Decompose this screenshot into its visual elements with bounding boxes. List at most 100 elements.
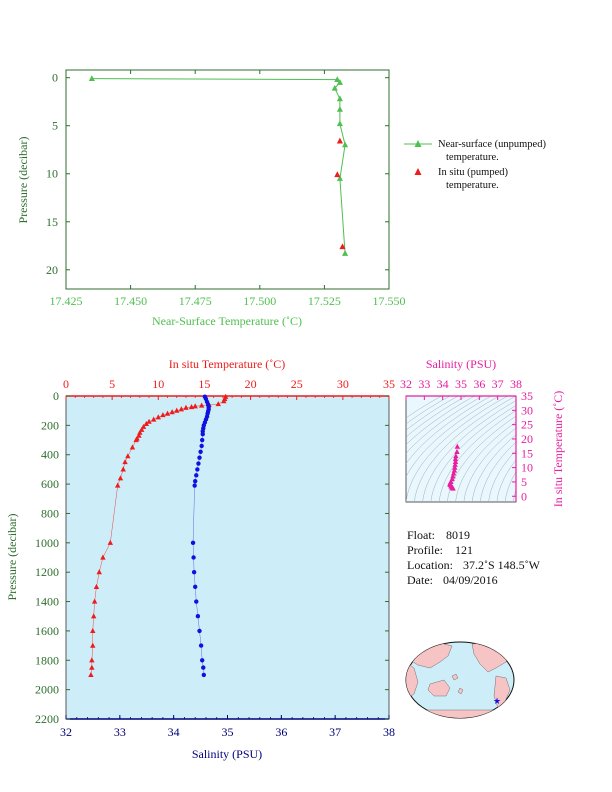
near-surface-unpumped-point bbox=[342, 141, 349, 148]
salinity-point bbox=[193, 478, 198, 484]
ts-salinity-tick-label: 33 bbox=[418, 377, 430, 391]
near-surface-x-tick-label: 17.500 bbox=[243, 294, 276, 308]
salinity-point bbox=[197, 455, 202, 460]
ts-temperature-tick-label: 5 bbox=[521, 475, 527, 489]
ts-density-contour bbox=[463, 427, 516, 502]
near-surface-unpumped-point bbox=[336, 105, 343, 112]
float-info: Float: 8019 Profile: 121 Location: 37.2˚… bbox=[407, 528, 541, 587]
location-label: Location: bbox=[407, 558, 453, 572]
ts-density-contour bbox=[522, 393, 612, 502]
legend-label-pumped: In situ (pumped) temperature. bbox=[438, 167, 508, 191]
ts-temperature-tick-label: 25 bbox=[521, 418, 533, 432]
ts-density-contour bbox=[438, 410, 516, 502]
near-surface-unpumped-point bbox=[336, 175, 343, 181]
float-label: Float: bbox=[407, 528, 435, 542]
temperature-point bbox=[96, 569, 102, 575]
temperature-point bbox=[117, 475, 124, 481]
ts-density-contour bbox=[406, 396, 467, 438]
ts-plot-area bbox=[405, 395, 517, 503]
pressure-tick-label: 1600 bbox=[35, 624, 59, 638]
temperature-point bbox=[174, 407, 180, 413]
pressure-ticks: 0 200 400 600 800 1000 1200 1400 1600 1800 2000 220… bbox=[35, 389, 389, 726]
near-surface-x-tick-label: 17.425 bbox=[50, 294, 83, 308]
near-surface-x-ticks: 17.425 17.450 17.475 17.500 17.525 17.550 bbox=[50, 70, 406, 308]
salinity-point bbox=[192, 483, 197, 488]
pressure-tick-label: 800 bbox=[41, 506, 59, 520]
temperature-point bbox=[164, 410, 171, 416]
pressure-tick-label: 0 bbox=[53, 389, 59, 403]
near-surface-unpumped-point bbox=[342, 250, 349, 256]
profile-series bbox=[88, 393, 229, 678]
near-surface-unpumped-point bbox=[331, 84, 338, 91]
ts-density-contour bbox=[504, 471, 516, 502]
temperature-tick-label: 5 bbox=[109, 377, 115, 391]
ts-density-contour bbox=[414, 396, 516, 502]
near-surface-y-tick-label: 0 bbox=[52, 71, 58, 85]
near-surface-x-tick-label: 17.550 bbox=[373, 294, 406, 308]
map-land-islands bbox=[451, 673, 464, 695]
ts-point bbox=[452, 464, 458, 470]
ts-temperature-tick-label: 0 bbox=[521, 489, 527, 503]
near-surface-unpumped-point bbox=[336, 120, 343, 127]
temperature-point bbox=[125, 453, 131, 459]
salinity-point bbox=[199, 437, 205, 443]
temperature-point bbox=[215, 401, 221, 407]
salinity-point bbox=[193, 584, 198, 590]
ts-salinity-tick-label: 36 bbox=[473, 377, 485, 391]
near-surface-y-tick-label: 5 bbox=[52, 119, 58, 133]
salinity-tick-label: 38 bbox=[383, 725, 395, 739]
profile-plot-area bbox=[65, 395, 390, 720]
temperature-point bbox=[90, 642, 96, 648]
temperature-tick-label: 35 bbox=[383, 377, 395, 391]
salinity-point bbox=[195, 614, 201, 619]
near-surface-y-tick-label: 15 bbox=[46, 215, 58, 229]
pressure-tick-label: 2000 bbox=[35, 683, 59, 697]
pressure-axis-label: Pressure (decibar) bbox=[5, 514, 19, 601]
ts-density-contour bbox=[406, 396, 484, 454]
temperature-tick-label: 25 bbox=[291, 377, 303, 391]
salinity-point bbox=[199, 443, 204, 449]
temperature-tick-label: 30 bbox=[337, 377, 349, 391]
temperature-point bbox=[107, 539, 113, 545]
pressure-tick-label: 1200 bbox=[35, 565, 59, 579]
salinity-axis-label: Salinity (PSU) bbox=[192, 747, 262, 761]
ts-density-contour bbox=[471, 434, 516, 502]
near-surface-pumped-point bbox=[334, 171, 341, 178]
date-label: Date: bbox=[407, 573, 433, 587]
pressure-tick-label: 1400 bbox=[35, 595, 59, 609]
ts-density-contour bbox=[455, 421, 516, 502]
ts-points bbox=[447, 443, 461, 491]
ts-point bbox=[450, 470, 457, 476]
near-surface-unpumped-point bbox=[336, 79, 343, 85]
salinity-tick-label: 32 bbox=[60, 725, 72, 739]
salinity-point bbox=[194, 473, 199, 478]
ts-point bbox=[452, 456, 459, 462]
salinity-tick-label: 34 bbox=[168, 725, 180, 739]
temperature-point bbox=[146, 418, 152, 424]
ts-temperature-tick-label: 10 bbox=[521, 461, 533, 475]
salinity-point bbox=[190, 540, 196, 546]
near-surface-y-ticks: 0 5 10 15 20 bbox=[46, 71, 389, 277]
pressure-tick-label: 600 bbox=[41, 477, 59, 491]
temperature-point bbox=[178, 406, 185, 412]
legend-label-unpumped: Near-surface (unpumped) temperature. bbox=[438, 139, 546, 163]
ts-salinity-tick-label: 32 bbox=[400, 377, 412, 391]
near-surface-chart: 17.425 17.450 17.475 17.500 17.525 17.550 051… bbox=[16, 69, 546, 328]
salinity-tick-label: 36 bbox=[275, 725, 287, 739]
profile-label: Profile: bbox=[407, 543, 443, 557]
temperature-point bbox=[100, 554, 106, 560]
salinity-point bbox=[195, 467, 200, 472]
ts-point bbox=[453, 453, 459, 459]
temperature-point bbox=[198, 402, 205, 408]
date-value: 04/09/2016 bbox=[443, 573, 498, 587]
ts-temperature-tick-label: 35 bbox=[521, 389, 533, 403]
ts-point bbox=[452, 461, 458, 467]
ts-density-contour bbox=[430, 405, 516, 502]
near-surface-x-tick-label: 17.475 bbox=[179, 294, 212, 308]
pressure-tick-label: 1000 bbox=[35, 536, 59, 550]
ts-density-contour bbox=[496, 459, 516, 502]
salinity-point bbox=[200, 431, 205, 437]
ts-point bbox=[454, 443, 461, 449]
pressure-tick-label: 2200 bbox=[35, 712, 59, 726]
